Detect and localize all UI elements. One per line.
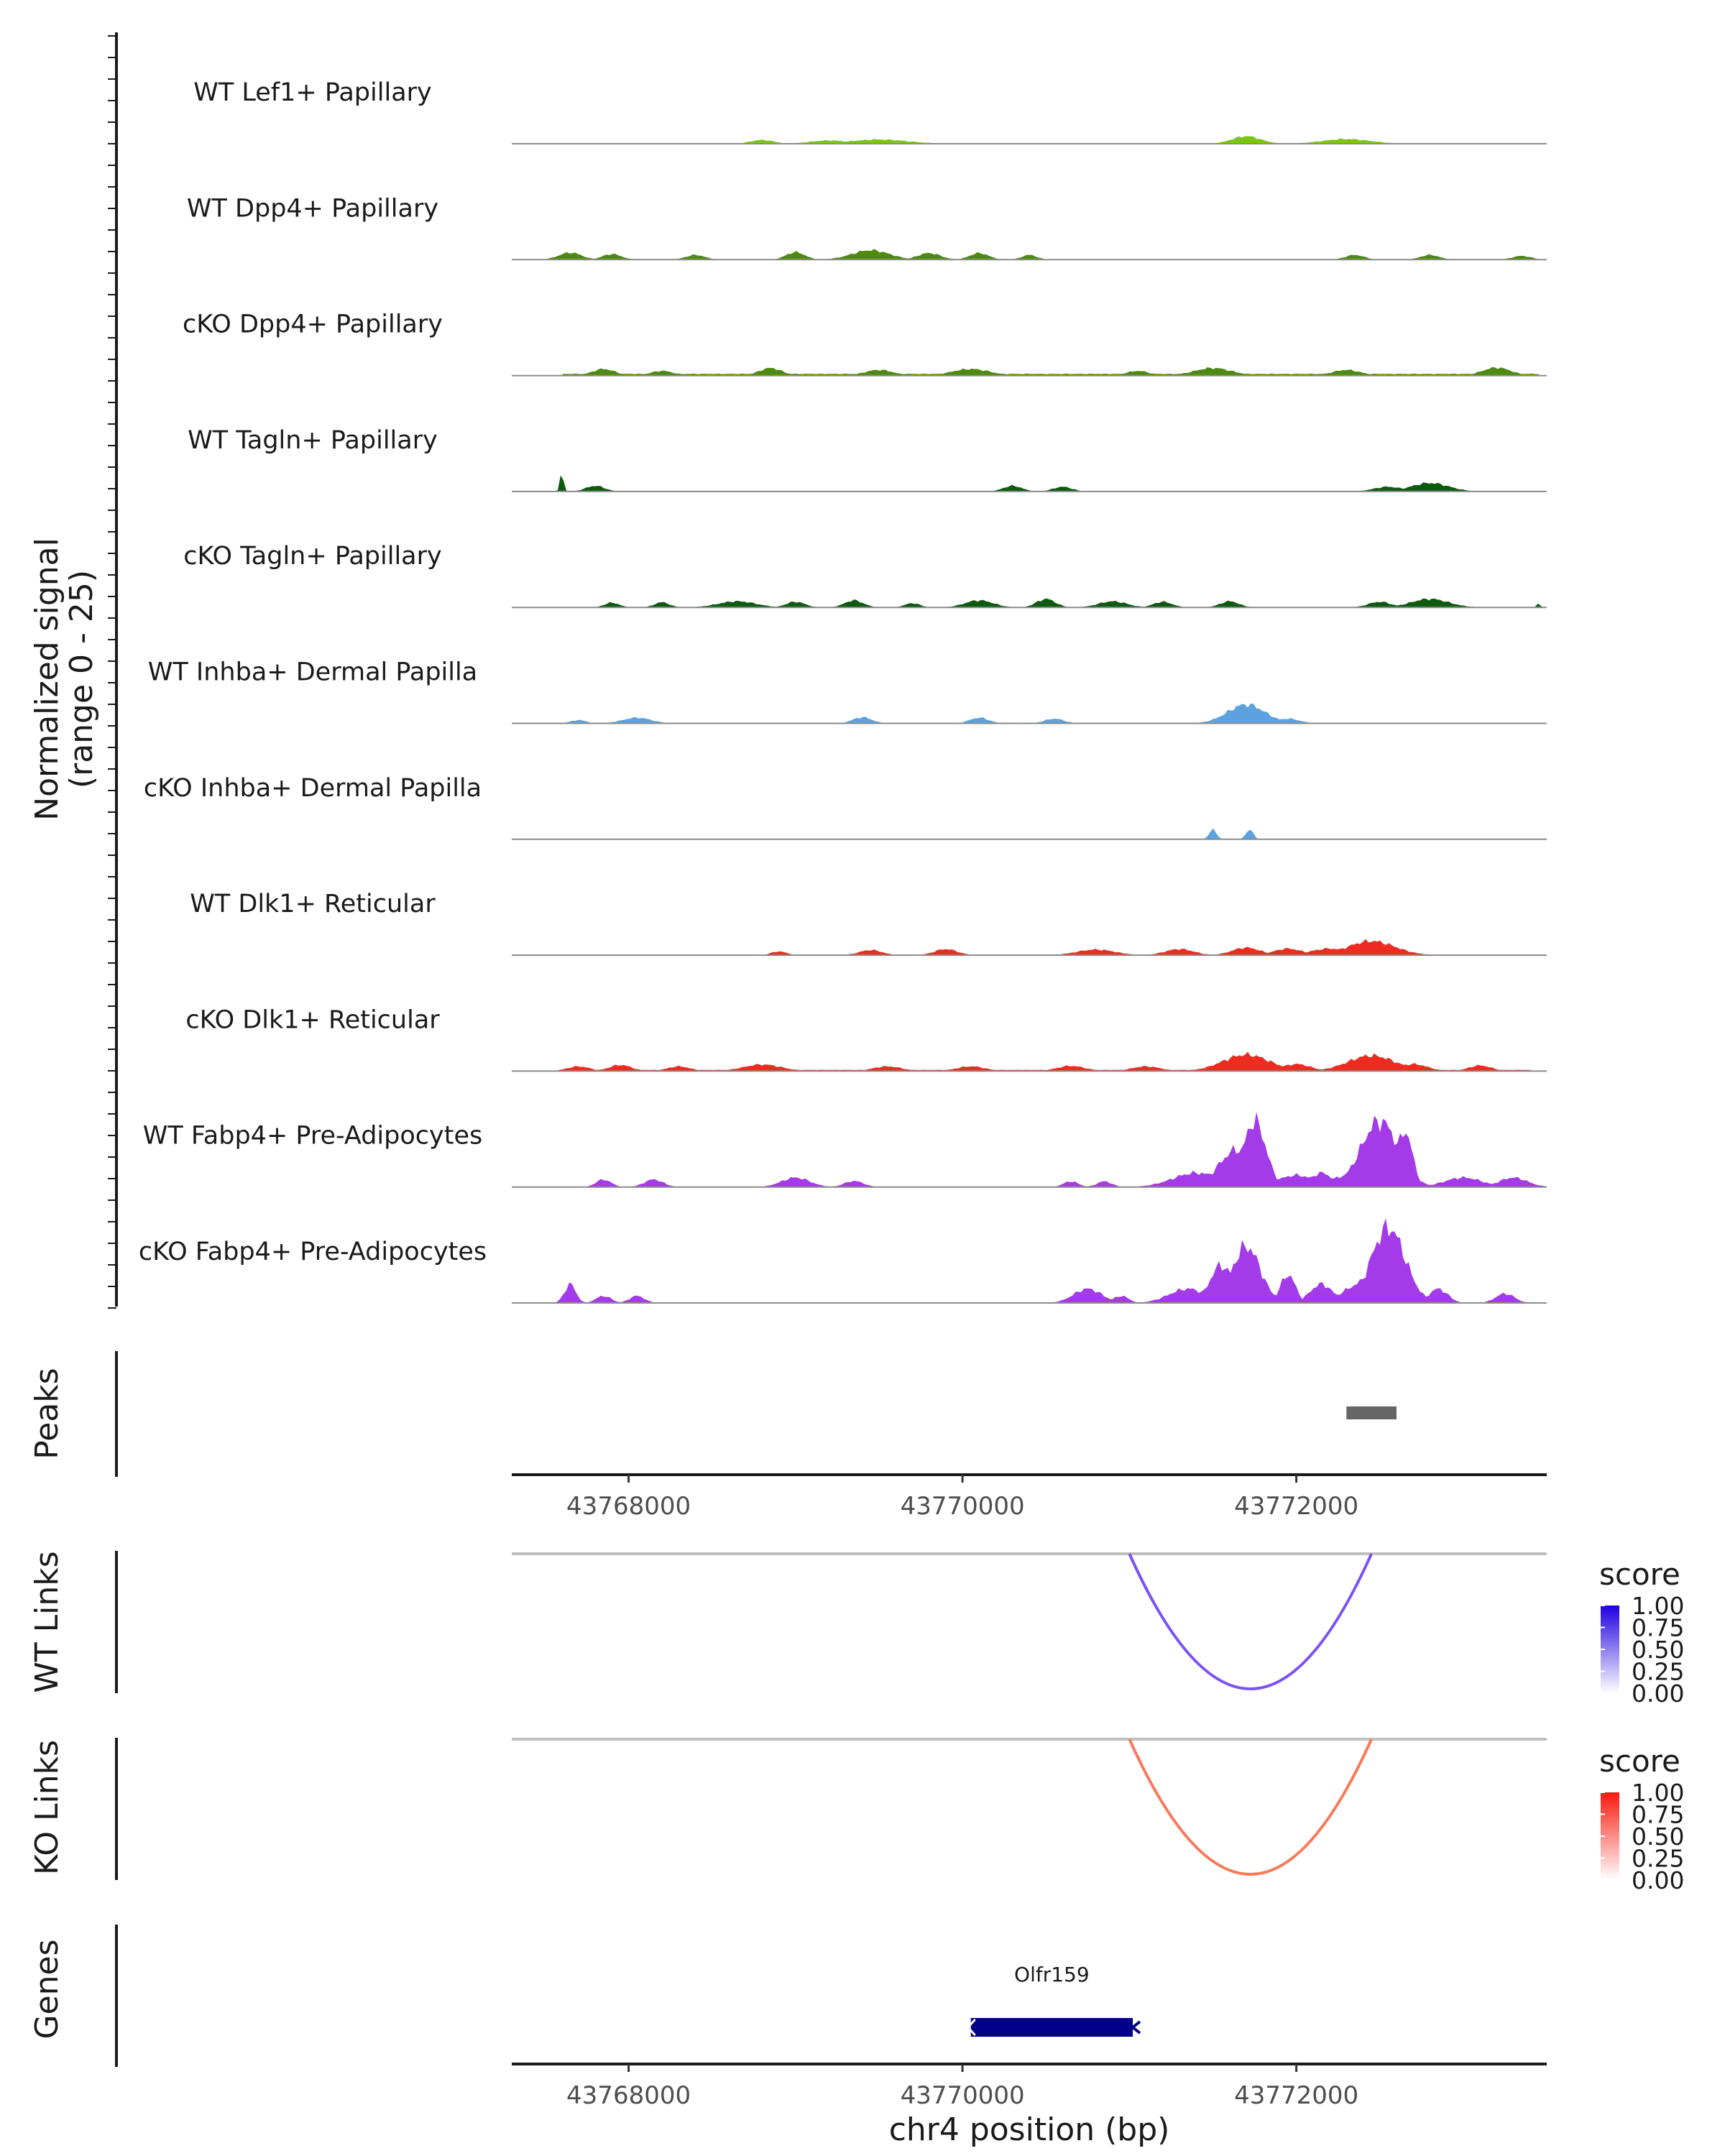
- coverage-track-label: cKO Tagln+ Papillary: [183, 542, 442, 571]
- genes-marks: Olfr159: [966, 1963, 1141, 2037]
- peaks-marks: [1346, 1406, 1397, 1419]
- legend-tick-label: 0.00: [1632, 1680, 1684, 1708]
- x-tick-label: 43768000: [566, 2081, 691, 2110]
- x-tick-label: 43770000: [901, 1492, 1025, 1521]
- legend-tick-label: 0.75: [1632, 1614, 1684, 1642]
- x-axis-top: 43768000 43770000 43772000: [512, 1473, 1547, 1521]
- legend-tick-labels: 1.000.750.500.250.001.000.750.500.250.00: [1601, 1592, 1684, 1894]
- x-tick-label: 43768000: [566, 1492, 691, 1521]
- coverage-signal-area: [512, 367, 1547, 376]
- gene-strand-arrow: [966, 2018, 976, 2037]
- wt-links-track-label: WT Links: [29, 1551, 65, 1692]
- wt-score-legend: score: [1599, 1557, 1680, 1693]
- coverage-track-label: WT Dpp4+ Papillary: [187, 194, 438, 223]
- legend-tick-label: 0.75: [1632, 1801, 1684, 1829]
- ko-links-track-label: KO Links: [29, 1740, 65, 1875]
- coverage-signal-area: [512, 1112, 1547, 1187]
- coverage-ylabel-line1: Normalized signal: [29, 538, 65, 821]
- legend-tick-label: 0.00: [1632, 1866, 1684, 1894]
- x-tick-label: 43772000: [1234, 1492, 1358, 1521]
- gene-label: Olfr159: [1014, 1963, 1090, 1986]
- peaks-track-label: Peaks: [29, 1368, 65, 1459]
- coverage-signal-area: [512, 475, 1547, 492]
- legend-tick-label: 1.00: [1632, 1779, 1684, 1807]
- legend-tick-label: 0.25: [1632, 1845, 1684, 1873]
- coverage-signal-area: [512, 939, 1547, 956]
- coverage-track: WT Fabp4+ Pre-Adipocytes: [143, 1112, 1547, 1188]
- coverage-track-label: WT Fabp4+ Pre-Adipocytes: [143, 1122, 482, 1151]
- x-axis-title: chr4 position (bp): [889, 2111, 1170, 2148]
- coverage-track-label: WT Inhba+ Dermal Papilla: [148, 658, 477, 687]
- coverage-track: WT Tagln+ Papillary: [188, 426, 1547, 492]
- genes-track-label: Genes: [29, 1939, 65, 2039]
- gene-body: [970, 2018, 1133, 2037]
- coverage-track-label: cKO Dpp4+ Papillary: [183, 310, 443, 339]
- coverage-track: WT Dpp4+ Papillary: [187, 194, 1547, 261]
- coverage-track-label: cKO Dlk1+ Reticular: [185, 1005, 440, 1034]
- gene-strand-arrow: [1130, 2020, 1141, 2035]
- coverage-track: cKO Tagln+ Papillary: [183, 542, 1547, 609]
- coverage-track-label: WT Dlk1+ Reticular: [190, 890, 436, 918]
- link-arc: [1128, 1553, 1373, 1690]
- wt-legend-title: score: [1599, 1557, 1680, 1592]
- coverage-track: cKO Inhba+ Dermal Papilla: [144, 774, 1547, 840]
- coverage-signal-area: [512, 136, 1547, 144]
- coverage-signal-area: [512, 828, 1547, 839]
- coverage-signal-area: [512, 598, 1547, 608]
- coverage-signal-area: [512, 1218, 1547, 1303]
- coverage-ylabel-line2: (range 0 - 25): [63, 570, 100, 788]
- coverage-track: WT Inhba+ Dermal Papilla: [148, 658, 1547, 724]
- legend-tick-label: 0.50: [1632, 1823, 1684, 1851]
- coverage-track-label: cKO Inhba+ Dermal Papilla: [144, 774, 482, 803]
- x-tick-label: 43772000: [1234, 2081, 1358, 2110]
- coverage-track: cKO Dpp4+ Papillary: [183, 310, 1547, 377]
- legend-tick-label: 1.00: [1632, 1592, 1684, 1620]
- legend-tick-label: 0.25: [1632, 1658, 1684, 1686]
- coverage-signal-area: [512, 249, 1547, 260]
- peak-region: [1346, 1406, 1397, 1419]
- coverage-signal-area: [512, 1051, 1547, 1072]
- links-marks: [512, 1552, 1547, 1876]
- coverage-track: WT Lef1+ Papillary: [193, 78, 1547, 144]
- coverage-track-label: WT Lef1+ Papillary: [193, 78, 432, 107]
- link-arc: [1128, 1738, 1373, 1876]
- coverage-signal-area: [512, 703, 1547, 724]
- coverage-track: cKO Dlk1+ Reticular: [185, 1005, 1547, 1072]
- ko-legend-title: score: [1599, 1743, 1680, 1779]
- coverage-track: cKO Fabp4+ Pre-Adipocytes: [139, 1218, 1547, 1304]
- coverage-track-label: cKO Fabp4+ Pre-Adipocytes: [139, 1238, 487, 1266]
- x-axis-bottom: 43768000 43770000 43772000: [512, 2063, 1547, 2110]
- x-tick-label: 43770000: [901, 2081, 1025, 2110]
- coverage-tracks: WT Lef1+ Papillary WT Dpp4+ Papillary cKO …: [139, 78, 1547, 1304]
- coverage-track: WT Dlk1+ Reticular: [190, 890, 1547, 957]
- coverage-track-label: WT Tagln+ Papillary: [188, 426, 438, 455]
- coverage-y-ticks: [108, 35, 116, 1309]
- legend-tick-label: 0.50: [1632, 1636, 1684, 1664]
